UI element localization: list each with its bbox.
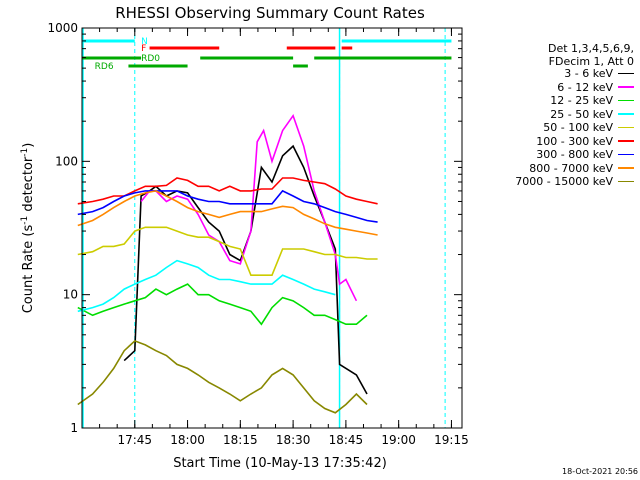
x-tick-label: 19:00 [381,433,416,447]
legend-item: 100 - 300 keV [536,135,634,148]
legend-item: 50 - 100 keV [543,121,634,134]
legend-label: 12 - 25 keV [550,94,613,107]
legend-swatch [618,126,634,129]
x-tick-label: 18:45 [329,433,364,447]
legend-label: 3 - 6 keV [564,67,613,80]
legend-swatch [618,86,634,88]
y-tick-label: 10 [63,288,78,302]
y-tick-label: 1000 [47,21,78,35]
x-tick-label: 17:45 [117,433,152,447]
flag-label-n: N [141,37,148,47]
legend-label: 300 - 800 keV [536,148,613,161]
legend-header-line2: FDecim 1, Att 0 [548,55,634,68]
series-line-2 [77,283,368,326]
legend-label: 6 - 12 keV [557,80,613,94]
legend-swatch [618,99,634,102]
series-line-5 [77,177,378,205]
y-tick-label: 100 [55,154,78,168]
series-line-1 [140,113,358,302]
x-tick-label: 18:30 [276,433,311,447]
x-tick-label: 18:00 [170,433,205,447]
legend-swatch [618,140,634,142]
series-line-3 [77,259,336,313]
legend-item: 6 - 12 keV [557,81,634,94]
legend-label: 50 - 100 keV [543,121,613,134]
series-line-4 [77,226,378,276]
legend-swatch [618,180,634,183]
date-stamp: 18-Oct-2021 20:56 [562,467,638,476]
y-tick-label: 1 [70,421,78,435]
x-tick-label: 18:15 [223,433,258,447]
flag-label-rd0: RD0 [141,54,160,64]
legend-header-line1: Det 1,3,4,5,6,9, [547,42,634,55]
flag-label-rd6: RD6 [95,62,114,72]
y-axis-label: Count Rate (s-1 detector-1) [20,143,36,314]
legend-swatch [618,72,634,75]
legend-label: 800 - 7000 keV [529,161,613,175]
legend-swatch [618,113,634,115]
series-line-0 [123,144,368,395]
legend-item: 12 - 25 keV [550,94,634,107]
x-tick-label: 19:15 [434,433,469,447]
legend-item: 3 - 6 keV [564,67,634,80]
legend-item: 25 - 50 keV [550,108,634,121]
x-axis-label: Start Time (10-May-13 17:35:42) [173,456,387,471]
chart-title: RHESSI Observing Summary Count Rates [115,4,425,22]
legend-swatch [618,167,634,169]
flag-label-f: F [141,44,146,54]
plot-frame [81,27,463,429]
legend-label: 7000 - 15000 keV [515,175,613,188]
legend-item: 7000 - 15000 keV [515,175,634,188]
series-line-8 [77,339,368,414]
legend-label: 25 - 50 keV [550,107,613,121]
legend-label: 100 - 300 keV [536,134,613,148]
legend-item: 300 - 800 keV [536,148,634,161]
legend-item: 800 - 7000 keV [529,162,634,175]
legend-swatch [618,153,634,156]
series-line-7 [77,190,378,236]
series-line-6 [77,189,378,223]
